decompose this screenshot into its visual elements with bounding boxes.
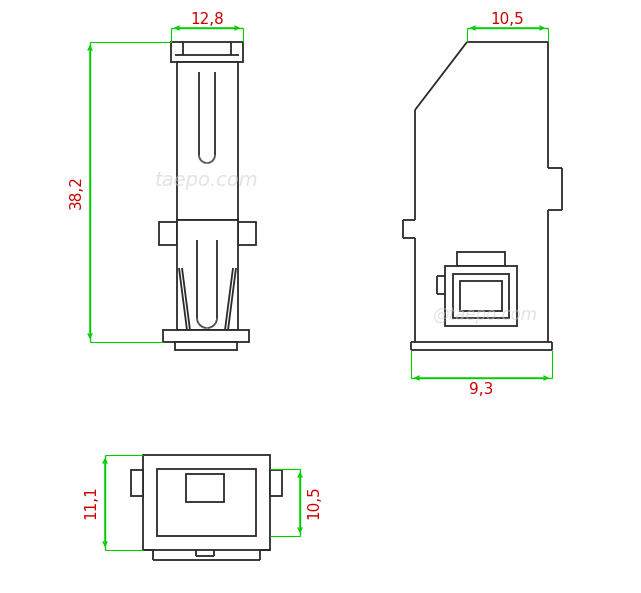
Bar <box>131 470 143 496</box>
Bar <box>270 470 282 496</box>
Text: 38,2: 38,2 <box>69 175 83 209</box>
Bar <box>457 252 505 266</box>
Bar <box>445 266 517 326</box>
Text: 10,5: 10,5 <box>306 485 322 519</box>
Bar <box>460 281 502 311</box>
Bar <box>157 469 256 536</box>
Bar <box>171 42 243 62</box>
Bar <box>453 274 509 318</box>
Text: 10,5: 10,5 <box>490 11 524 27</box>
Text: 11,1: 11,1 <box>83 485 99 519</box>
Text: @taepo.com: @taepo.com <box>433 306 538 324</box>
Text: 12,8: 12,8 <box>190 11 224 27</box>
Bar <box>238 222 256 245</box>
Bar <box>143 455 270 550</box>
Bar <box>177 220 238 330</box>
Bar <box>186 474 224 502</box>
Bar <box>175 342 237 350</box>
Text: taepo.com: taepo.com <box>155 171 259 190</box>
Bar <box>159 222 177 245</box>
Bar <box>177 62 238 220</box>
Bar <box>163 330 249 342</box>
Text: 9,3: 9,3 <box>469 382 493 397</box>
